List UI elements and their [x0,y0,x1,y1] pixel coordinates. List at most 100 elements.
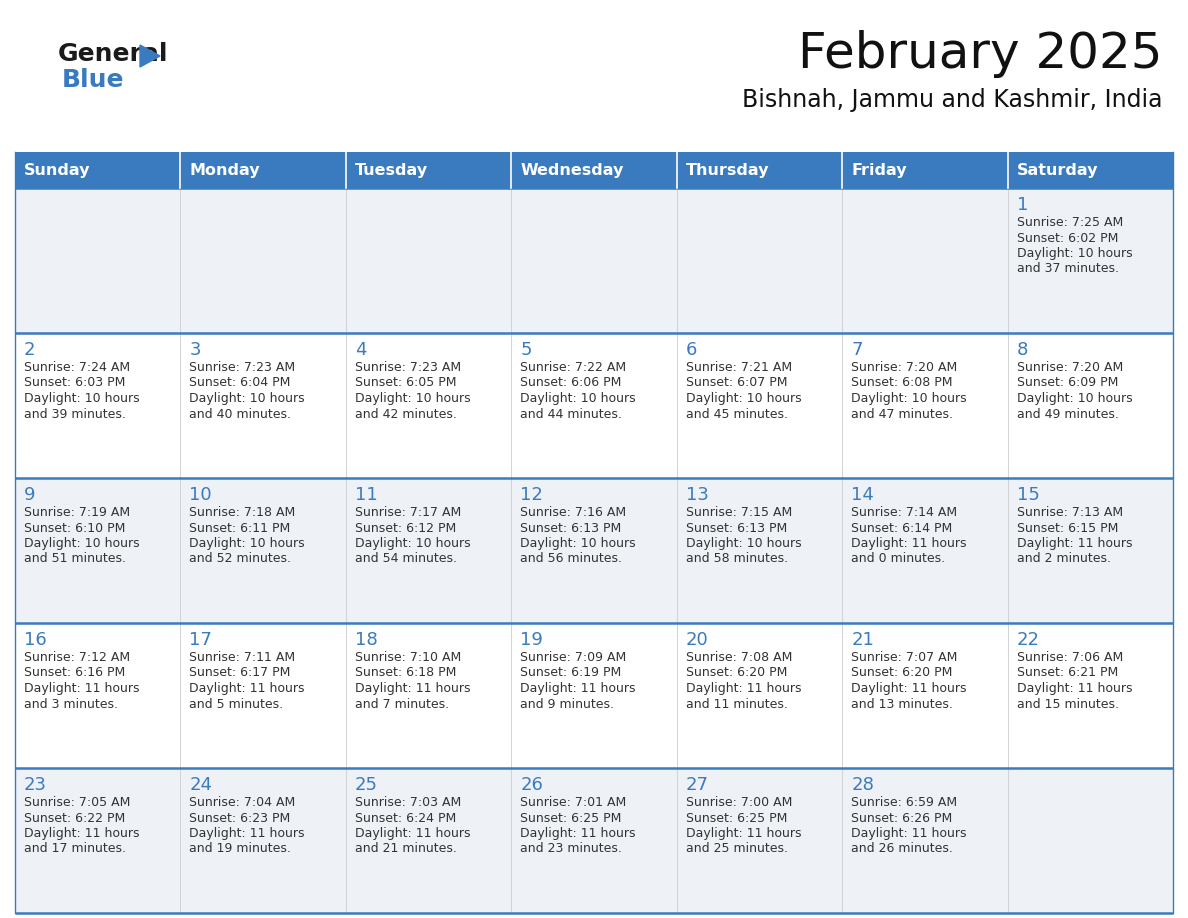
Text: and 5 minutes.: and 5 minutes. [189,698,284,711]
Text: and 39 minutes.: and 39 minutes. [24,408,126,420]
Text: Sunrise: 7:10 AM: Sunrise: 7:10 AM [355,651,461,664]
Text: Sunset: 6:02 PM: Sunset: 6:02 PM [1017,231,1118,244]
Text: 16: 16 [24,631,46,649]
Text: 2: 2 [24,341,36,359]
FancyBboxPatch shape [842,152,1007,188]
Text: Sunrise: 7:11 AM: Sunrise: 7:11 AM [189,651,296,664]
Text: Sunrise: 7:19 AM: Sunrise: 7:19 AM [24,506,131,519]
Text: Daylight: 11 hours: Daylight: 11 hours [520,682,636,695]
Text: and 54 minutes.: and 54 minutes. [355,553,457,565]
Text: 8: 8 [1017,341,1028,359]
Text: Sunrise: 7:22 AM: Sunrise: 7:22 AM [520,361,626,374]
Text: Sunrise: 7:08 AM: Sunrise: 7:08 AM [685,651,792,664]
Text: and 13 minutes.: and 13 minutes. [851,698,953,711]
Text: Sunrise: 7:03 AM: Sunrise: 7:03 AM [355,796,461,809]
Text: Daylight: 10 hours: Daylight: 10 hours [355,537,470,550]
Text: Sunset: 6:03 PM: Sunset: 6:03 PM [24,376,126,389]
Text: 27: 27 [685,776,709,794]
Text: Saturday: Saturday [1017,162,1098,177]
FancyBboxPatch shape [15,188,1173,333]
Text: 6: 6 [685,341,697,359]
Text: 24: 24 [189,776,213,794]
Text: Sunset: 6:25 PM: Sunset: 6:25 PM [520,812,621,824]
Text: Daylight: 11 hours: Daylight: 11 hours [24,682,139,695]
Text: Sunrise: 7:17 AM: Sunrise: 7:17 AM [355,506,461,519]
Text: and 37 minutes.: and 37 minutes. [1017,263,1119,275]
Text: Sunset: 6:22 PM: Sunset: 6:22 PM [24,812,125,824]
FancyBboxPatch shape [1007,152,1173,188]
Text: Monday: Monday [189,162,260,177]
Text: Sunrise: 7:18 AM: Sunrise: 7:18 AM [189,506,296,519]
Text: Sunset: 6:17 PM: Sunset: 6:17 PM [189,666,291,679]
Text: Daylight: 11 hours: Daylight: 11 hours [520,827,636,840]
Text: Sunset: 6:10 PM: Sunset: 6:10 PM [24,521,126,534]
Text: Sunset: 6:20 PM: Sunset: 6:20 PM [685,666,788,679]
Text: Daylight: 11 hours: Daylight: 11 hours [24,827,139,840]
Text: and 58 minutes.: and 58 minutes. [685,553,788,565]
Text: 12: 12 [520,486,543,504]
Text: 22: 22 [1017,631,1040,649]
Text: Daylight: 11 hours: Daylight: 11 hours [685,682,801,695]
Text: and 7 minutes.: and 7 minutes. [355,698,449,711]
Text: and 11 minutes.: and 11 minutes. [685,698,788,711]
Text: and 44 minutes.: and 44 minutes. [520,408,623,420]
Text: 7: 7 [851,341,862,359]
Text: Daylight: 10 hours: Daylight: 10 hours [1017,392,1132,405]
Text: Daylight: 11 hours: Daylight: 11 hours [685,827,801,840]
FancyBboxPatch shape [15,478,1173,623]
Text: February 2025: February 2025 [798,30,1163,78]
Text: Daylight: 10 hours: Daylight: 10 hours [355,392,470,405]
Text: Sunset: 6:07 PM: Sunset: 6:07 PM [685,376,788,389]
Text: Sunset: 6:11 PM: Sunset: 6:11 PM [189,521,291,534]
Text: and 9 minutes.: and 9 minutes. [520,698,614,711]
Text: Sunrise: 7:23 AM: Sunrise: 7:23 AM [355,361,461,374]
Text: Sunset: 6:23 PM: Sunset: 6:23 PM [189,812,291,824]
Text: Sunset: 6:18 PM: Sunset: 6:18 PM [355,666,456,679]
Text: Sunrise: 7:09 AM: Sunrise: 7:09 AM [520,651,626,664]
Text: 4: 4 [355,341,366,359]
Text: Daylight: 11 hours: Daylight: 11 hours [851,682,967,695]
Text: Friday: Friday [851,162,906,177]
Text: Sunset: 6:20 PM: Sunset: 6:20 PM [851,666,953,679]
Text: Sunset: 6:05 PM: Sunset: 6:05 PM [355,376,456,389]
Text: and 2 minutes.: and 2 minutes. [1017,553,1111,565]
Text: Sunrise: 7:12 AM: Sunrise: 7:12 AM [24,651,131,664]
Text: Daylight: 11 hours: Daylight: 11 hours [851,537,967,550]
Text: Sunset: 6:24 PM: Sunset: 6:24 PM [355,812,456,824]
Text: Sunrise: 7:16 AM: Sunrise: 7:16 AM [520,506,626,519]
Text: and 0 minutes.: and 0 minutes. [851,553,946,565]
Text: Sunrise: 7:21 AM: Sunrise: 7:21 AM [685,361,792,374]
FancyBboxPatch shape [15,333,1173,478]
Text: Sunset: 6:21 PM: Sunset: 6:21 PM [1017,666,1118,679]
Text: Sunset: 6:08 PM: Sunset: 6:08 PM [851,376,953,389]
Text: Sunset: 6:04 PM: Sunset: 6:04 PM [189,376,291,389]
Text: Sunrise: 6:59 AM: Sunrise: 6:59 AM [851,796,958,809]
Text: and 56 minutes.: and 56 minutes. [520,553,623,565]
Text: Sunrise: 7:07 AM: Sunrise: 7:07 AM [851,651,958,664]
Text: Sunrise: 7:14 AM: Sunrise: 7:14 AM [851,506,958,519]
Text: Sunrise: 7:24 AM: Sunrise: 7:24 AM [24,361,131,374]
Text: Daylight: 10 hours: Daylight: 10 hours [520,537,636,550]
Text: Sunrise: 7:23 AM: Sunrise: 7:23 AM [189,361,296,374]
Text: General: General [58,42,169,66]
Text: Sunset: 6:09 PM: Sunset: 6:09 PM [1017,376,1118,389]
Text: Sunrise: 7:00 AM: Sunrise: 7:00 AM [685,796,792,809]
Text: 3: 3 [189,341,201,359]
Text: Bishnah, Jammu and Kashmir, India: Bishnah, Jammu and Kashmir, India [742,88,1163,112]
Text: 1: 1 [1017,196,1028,214]
Text: and 23 minutes.: and 23 minutes. [520,843,623,856]
Text: 23: 23 [24,776,48,794]
Text: 19: 19 [520,631,543,649]
FancyBboxPatch shape [15,768,1173,913]
Text: Daylight: 11 hours: Daylight: 11 hours [1017,537,1132,550]
Text: Sunset: 6:25 PM: Sunset: 6:25 PM [685,812,788,824]
Text: and 51 minutes.: and 51 minutes. [24,553,126,565]
Text: and 26 minutes.: and 26 minutes. [851,843,953,856]
Text: Daylight: 11 hours: Daylight: 11 hours [189,827,305,840]
Text: 10: 10 [189,486,211,504]
Text: Daylight: 11 hours: Daylight: 11 hours [851,827,967,840]
Text: Sunset: 6:19 PM: Sunset: 6:19 PM [520,666,621,679]
Text: Wednesday: Wednesday [520,162,624,177]
Polygon shape [140,45,160,67]
Text: Sunrise: 7:05 AM: Sunrise: 7:05 AM [24,796,131,809]
